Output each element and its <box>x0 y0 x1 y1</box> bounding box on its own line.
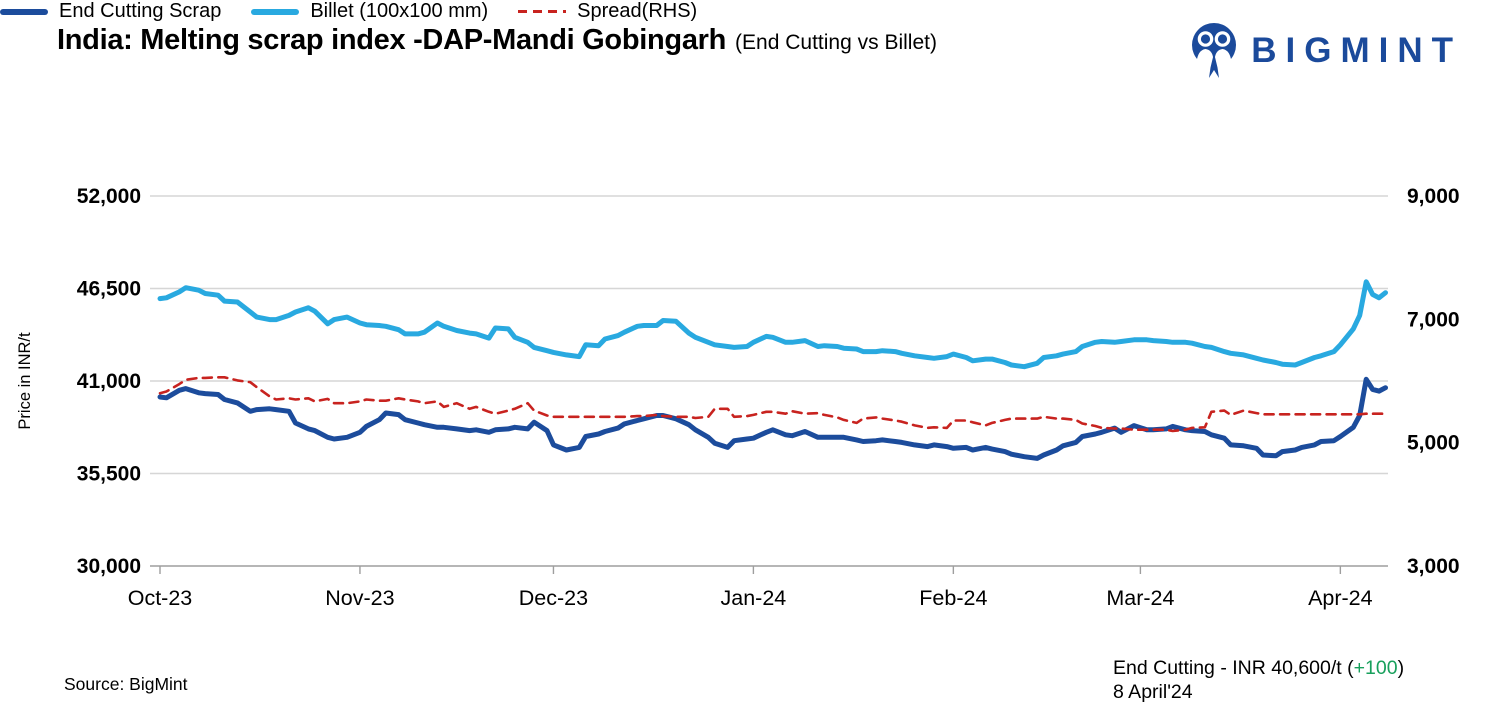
legend-label: End Cutting Scrap <box>59 0 222 22</box>
legend-item-spread: Spread(RHS) <box>518 0 697 23</box>
chart-subtitle: (End Cutting vs Billet) <box>735 31 937 54</box>
y-right-tick-label: 3,000 <box>1407 555 1460 578</box>
bigmint-logo-icon <box>1192 23 1237 78</box>
source-note: Source: BigMint <box>64 674 188 694</box>
latest-price-block: End Cutting - INR 40,600/t (+100) 8 Apri… <box>1113 656 1404 704</box>
y-axis-title: Price in INR/t <box>16 332 34 430</box>
y-right-tick-label: 9,000 <box>1407 185 1460 208</box>
series-end-cutting-scrap <box>157 376 1388 461</box>
bigmint-logo: BIGMINT <box>1191 22 1462 80</box>
x-tick-label: Jan-24 <box>721 586 787 610</box>
x-tick-label: Dec-23 <box>519 586 588 610</box>
legend-item-end-cutting-scrap: End Cutting Scrap <box>0 0 221 23</box>
billet-line-swatch-icon <box>251 8 300 15</box>
x-tick-label: Nov-23 <box>325 586 394 610</box>
y-left-tick-label: 30,000 <box>77 555 141 578</box>
chart-legend: End Cutting Scrap Billet (100x100 mm) Sp… <box>0 0 1498 23</box>
y-left-tick-label: 46,500 <box>77 278 141 301</box>
legend-label: Spread(RHS) <box>577 0 698 22</box>
legend-item-billet: Billet (100x100 mm) <box>251 0 488 23</box>
series-billet-100x100-mm <box>157 279 1388 370</box>
latest-change-group: (+100) <box>1347 657 1405 679</box>
y-right-tick-label: 7,000 <box>1407 308 1460 331</box>
x-tick-label: Apr-24 <box>1308 586 1373 610</box>
series-spread-rhs <box>158 375 1387 433</box>
latest-price-line: End Cutting - INR 40,600/t (+100) <box>1113 656 1404 680</box>
x-tick-label: Oct-23 <box>128 586 193 610</box>
end-cutting-line-swatch-icon <box>0 8 48 15</box>
latest-price-date: 8 April'24 <box>1113 681 1193 703</box>
y-right-tick-label: 5,000 <box>1407 432 1460 455</box>
x-tick-label: Mar-24 <box>1106 586 1174 610</box>
latest-price-label: End Cutting - INR 40,600/t <box>1113 657 1342 679</box>
y-left-tick-label: 35,500 <box>77 463 141 486</box>
chart-title: India: Melting scrap index -DAP-Mandi Go… <box>57 24 727 56</box>
legend-label: Billet (100x100 mm) <box>310 0 489 22</box>
chart-title-block: India: Melting scrap index -DAP-Mandi Go… <box>57 24 937 57</box>
x-tick-label: Feb-24 <box>919 586 987 610</box>
y-left-tick-label: 52,000 <box>77 185 141 208</box>
latest-price-change: +100 <box>1353 657 1398 679</box>
spread-dashed-swatch-icon <box>518 10 567 13</box>
y-left-tick-label: 41,000 <box>77 370 141 393</box>
bigmint-logo-text: BIGMINT <box>1251 31 1462 70</box>
